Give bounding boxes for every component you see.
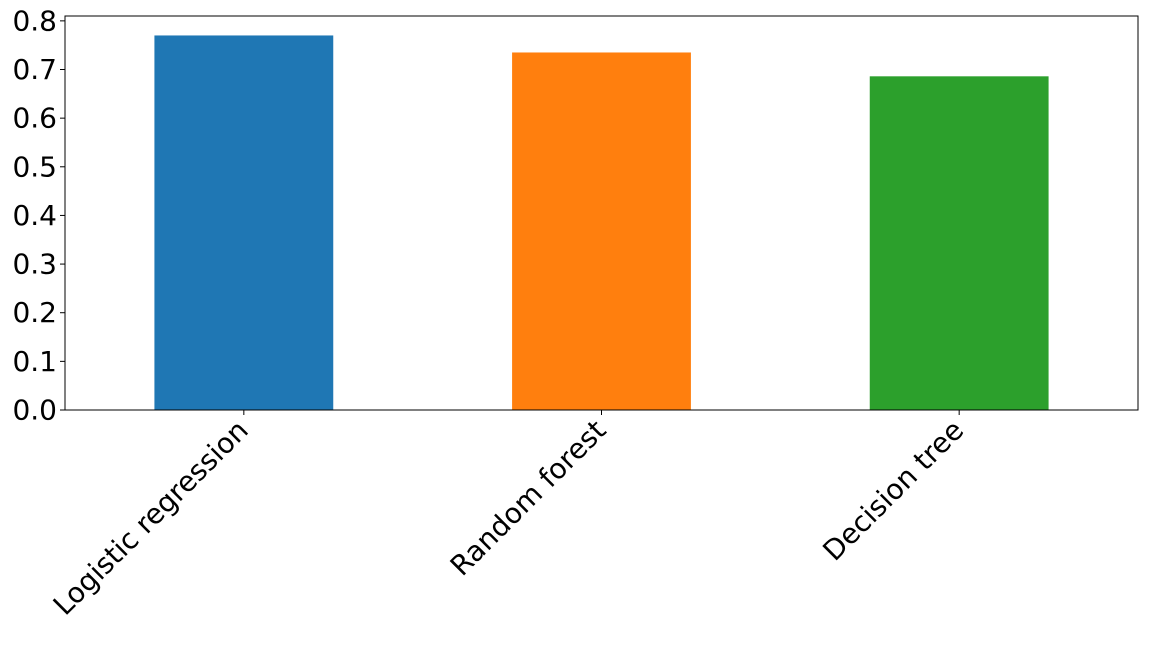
y-tick-label: 0.7 [12, 53, 57, 86]
bar-random-forest [512, 52, 691, 411]
x-tick-label: Logistic regression [47, 414, 255, 622]
x-tick-label: Random forest [444, 414, 613, 583]
y-tick-label: 0.8 [12, 4, 57, 37]
y-tick-label: 0.6 [12, 102, 57, 135]
y-tick-label: 0.3 [12, 248, 57, 281]
y-tick-label: 0.5 [12, 150, 57, 183]
bar-decision-tree [869, 76, 1049, 411]
y-tick-label: 0.4 [12, 199, 57, 232]
y-tick-label: 0.0 [12, 394, 57, 427]
plot-frame [64, 15, 1139, 411]
x-tick-label: Decision tree [816, 414, 970, 568]
y-tick-label: 0.1 [12, 345, 57, 378]
bar-logistic-regression [154, 35, 334, 411]
bars-group [154, 35, 1049, 411]
x-axis: Logistic regression Random forest Decision… [47, 410, 970, 622]
y-tick-label: 0.2 [12, 296, 57, 329]
y-axis: 0.0 0.1 0.2 0.3 0.4 0.5 0.6 0.7 0.8 [12, 4, 65, 427]
